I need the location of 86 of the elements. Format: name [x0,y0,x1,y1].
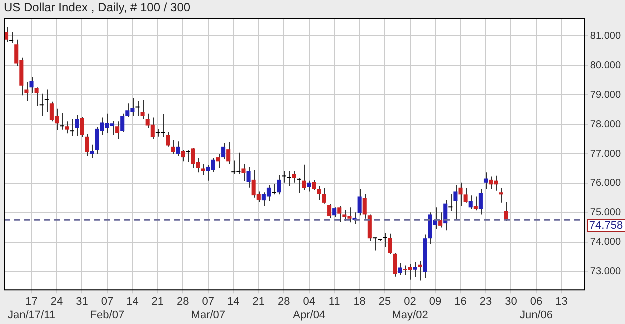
x-tick-label: 09 [429,296,442,308]
candlestick [444,199,448,232]
x-tick-label: 31 [76,296,88,308]
x-tick-label: 21 [152,296,164,308]
x-tick-label: 06 Jun/06 [520,296,553,322]
x-tick-label: 07 Feb/07 [90,296,125,322]
candlestick [60,112,64,130]
candlestick [70,119,74,137]
candlestick [171,140,176,155]
y-tick-label: 76.000 [590,178,622,190]
candlestick [166,132,170,148]
x-tick-label: 14 [126,296,139,308]
candlestick [328,204,332,218]
x-tick-label: 04 Apr/04 [293,296,326,322]
candlestick [85,134,90,157]
candlestick [277,174,282,196]
x-tick-label: 25 [378,296,392,308]
candlestick [312,179,316,191]
candlestick [302,164,306,191]
x-tick-label: 30 [505,296,518,308]
candlestick [90,144,94,159]
x-tick-label: 18 [354,296,366,308]
candlestick [297,178,302,194]
candlestick [216,154,221,169]
candlestick [80,116,84,138]
x-tick-label: 11 [328,296,340,308]
candlestick [10,31,14,44]
candlestick [322,188,327,204]
candlestick [287,170,292,187]
candlestick [383,232,388,248]
x-tick-label: 16 [454,296,467,308]
y-tick-label: 81.000 [590,30,622,42]
chart-title: US Dollar Index , Daily, # 100 / 300 [4,0,191,15]
candlestick [388,233,392,256]
candlestick [413,262,418,278]
y-tick-label: 73.000 [590,266,622,278]
candlestick [75,114,80,137]
candlestick [499,188,504,204]
y-tick-label: 80.000 [590,60,622,72]
candlestick [201,164,206,176]
x-tick-label: 02 May/02 [392,296,428,322]
x-tick-label: 13 [556,296,568,308]
y-tick-label: 74.000 [590,237,622,248]
candlestick [282,170,286,184]
y-tick-label: 77.000 [590,148,622,160]
candlestick [464,188,468,204]
candlestick [292,170,296,184]
x-tick-label: 23 [480,296,492,308]
x-tick-label: 14 [228,296,240,308]
candlestick [368,214,372,242]
candlestick [454,184,458,220]
candlestick [226,142,231,165]
candlestick [474,196,478,212]
candlestick [478,188,483,216]
candlestick [34,87,39,108]
y-tick-label: 75.000 [590,208,622,219]
candlestick [116,121,120,140]
ref-line-label: 74.758 [589,220,624,232]
x-tick-label: 28 [278,296,290,308]
candlestick [393,252,398,278]
candlestick [181,150,186,162]
candlestick [332,207,337,218]
candlestick [140,100,145,120]
candlestick [362,194,367,220]
candlestick [448,194,453,212]
candlestick [372,238,377,252]
candlestick [40,93,44,117]
candlestick [468,195,473,210]
x-tick-label: 21 [252,296,265,308]
x-tick-label: 07 Mar/07 [191,296,226,322]
candlestick [186,150,190,163]
candlestick [398,262,402,276]
y-tick-label: 78.000 [590,119,622,130]
x-tick-label: 24 [50,296,64,308]
candlestick [136,100,140,117]
y-tick-label: 79.000 [590,90,622,101]
candlestick [65,121,70,134]
candlestick [307,180,312,192]
candlestick [176,141,180,157]
candlestick [44,89,49,113]
candlestick [246,166,251,188]
candlestick [317,186,322,200]
x-tick-label: 28 [177,296,190,308]
candlestick [272,184,276,196]
candlestick [358,188,362,216]
candlestick [484,172,488,190]
